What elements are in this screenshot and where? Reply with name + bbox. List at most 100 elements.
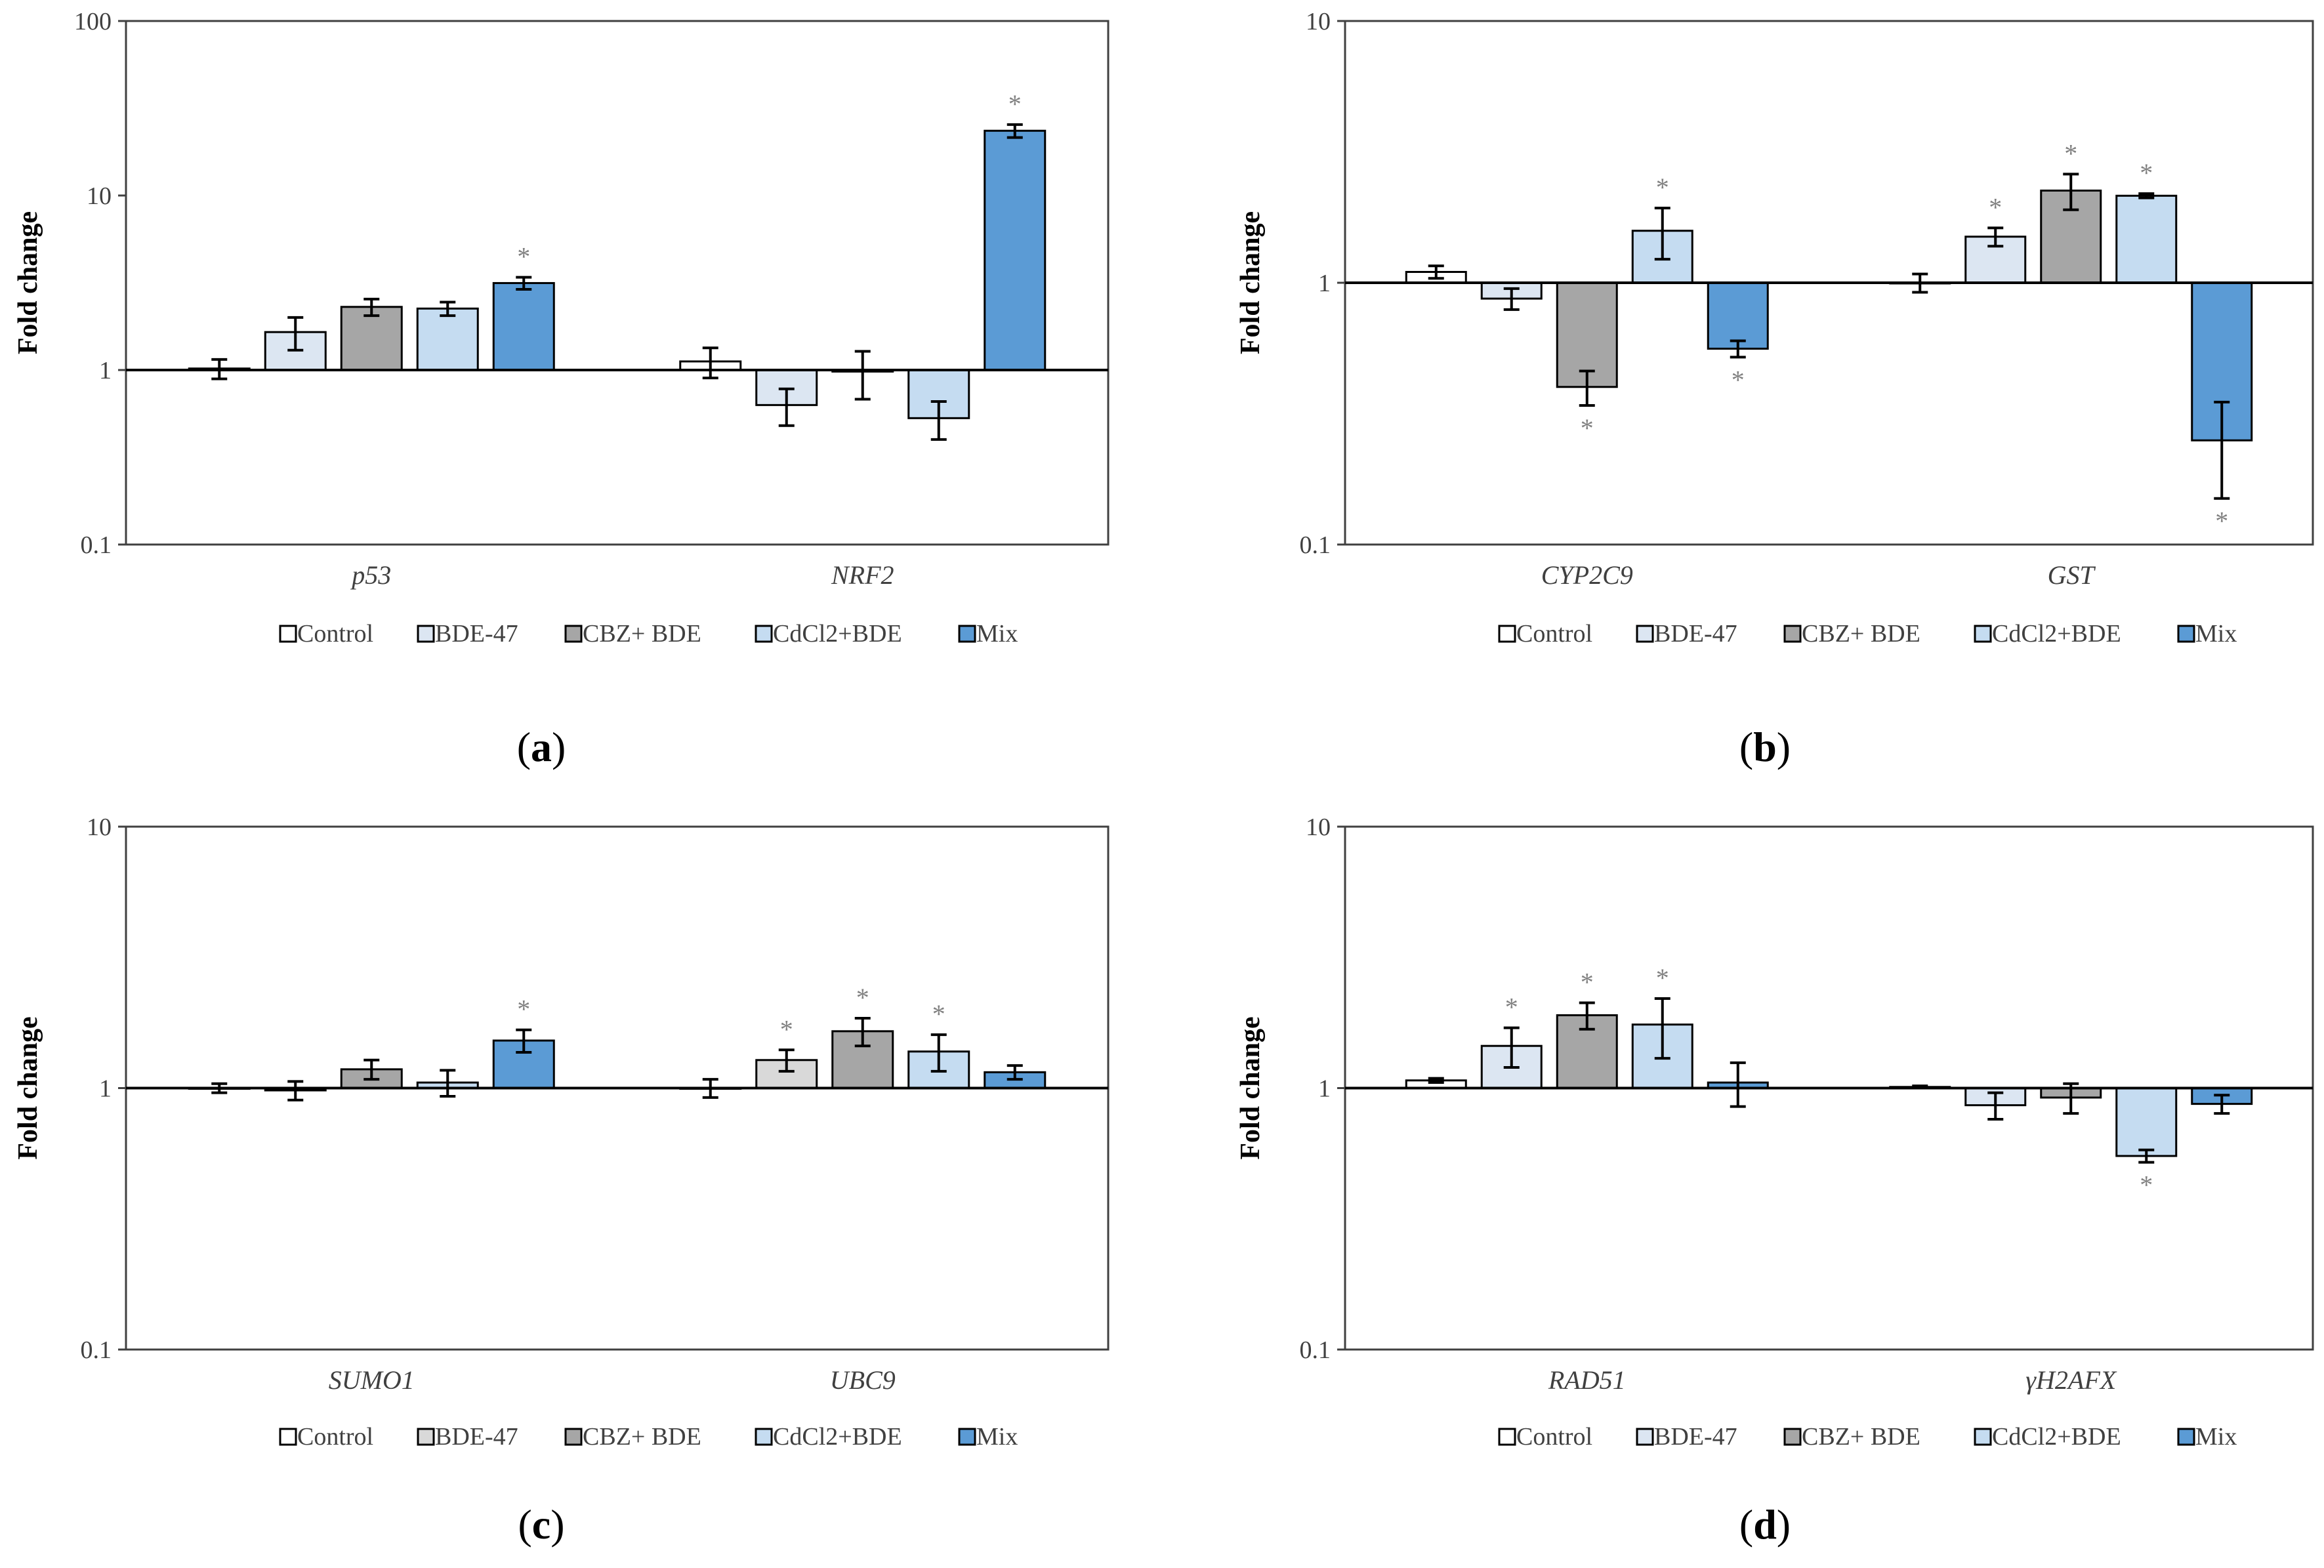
x-category-label: γH2AFX [2025,1365,2117,1395]
legend: Control BDE-47 CBZ+ BDE CdCl2+BDE Mix [279,1423,1018,1451]
significance-star: * [2140,158,2153,188]
bar-d-1-3 [2115,1087,2178,1157]
legend-swatch [564,625,583,643]
legend-label: Control [297,1423,373,1451]
legend-swatch [279,625,297,643]
legend-label: BDE-47 [435,620,518,648]
legend-label: Control [297,620,373,648]
significance-star: * [1581,967,1594,997]
legend-label: Control [1516,620,1592,648]
significance-star: * [2215,506,2228,536]
legend-label: CBZ+ BDE [1802,1423,1920,1451]
chart-panel-b: 0.1 1 10 Fold change * * * CYP2C9 * * * * GST Control… [1235,8,2314,770]
legend-swatch [1636,625,1654,643]
bar-a-0-3 [416,307,479,371]
x-category-label: RAD51 [1548,1365,1626,1395]
significance-star: * [517,242,530,272]
chart-panel-a: 0.1 1 10 100 Fold change * p53 * NRF2 Control BDE-… [13,8,1110,770]
y-tick-label: 1 [1318,270,1331,297]
legend-label: CdCl2+BDE [773,620,902,648]
legend-swatch [2177,1428,2195,1446]
legend-label: Mix [2195,1423,2237,1451]
y-tick-label: 10 [87,814,112,841]
significance-star: * [780,1014,793,1044]
significance-star: * [1008,89,1022,119]
legend-swatch [755,625,773,643]
bar-a-1-4 [984,129,1047,371]
legend-swatch [1636,1428,1654,1446]
legend-label: Control [1516,1423,1592,1451]
legend-swatch [564,1428,583,1446]
significance-star: * [2140,1170,2153,1200]
legend-swatch [417,1428,435,1446]
legend-label: CBZ+ BDE [583,1423,701,1451]
chart-panel-c: 0.1 1 10 Fold change * SUMO1 * * * UBC9 Control BDE… [13,814,1110,1548]
y-tick-label: 0.1 [1300,1336,1331,1364]
panel-caption: (d) [1739,1501,1791,1548]
significance-star: * [1581,413,1594,443]
x-category-label: CYP2C9 [1541,560,1633,590]
legend-swatch [279,1428,297,1446]
panel-caption: (c) [518,1501,564,1548]
bar-b-0-2 [1556,281,1618,388]
legend-swatch [755,1428,773,1446]
legend-swatch [1783,625,1802,643]
y-axis-label: Fold change [1235,211,1266,354]
significance-star: * [1505,993,1518,1022]
bar-a-0-4 [492,281,555,371]
panel-caption: (b) [1739,724,1791,770]
bar-c-1-1 [755,1059,818,1090]
panel-caption: (a) [517,724,566,770]
y-tick-label: 0.1 [1300,531,1331,559]
legend-swatch [958,1428,976,1446]
chart-panel-d: 0.1 1 10 Fold change * * * RAD51 * γH2AFX Control B… [1235,814,2314,1548]
x-category-label: p53 [350,560,391,590]
bar-b-0-4 [1707,281,1769,350]
y-tick-label: 10 [1306,814,1331,841]
significance-star: * [1989,192,2002,222]
y-tick-label: 100 [74,8,112,35]
legend-swatch [958,625,976,643]
y-tick-label: 1 [99,1075,112,1103]
x-category-label: SUMO1 [329,1365,415,1395]
legend-label: BDE-47 [1654,1423,1737,1451]
legend: Control BDE-47 CBZ+ BDE CdCl2+BDE Mix [1498,620,2237,648]
legend-label: BDE-47 [1654,620,1737,648]
significance-star: * [1732,365,1745,394]
y-tick-label: 1 [99,357,112,384]
significance-star: * [517,995,530,1024]
legend: Control BDE-47 CBZ+ BDE CdCl2+BDE Mix [1498,1423,2237,1451]
legend-label: CdCl2+BDE [1992,1423,2121,1451]
significance-star: * [1656,173,1669,202]
legend-swatch [1974,1428,1992,1446]
legend-swatch [417,625,435,643]
legend-label: BDE-47 [435,1423,518,1451]
legend-label: Mix [2195,620,2237,648]
legend-swatch [1783,1428,1802,1446]
y-tick-label: 0.1 [81,531,112,559]
legend-swatch [1498,625,1516,643]
legend-swatch [2177,625,2195,643]
y-tick-label: 0.1 [81,1336,112,1364]
y-tick-label: 10 [87,182,112,210]
y-tick-label: 1 [1318,1075,1331,1103]
y-axis-label: Fold change [1235,1016,1266,1159]
significance-star: * [856,983,869,1012]
significance-star: * [1656,963,1669,993]
significance-star: * [2064,138,2077,168]
legend-label: CdCl2+BDE [1992,620,2121,648]
legend-label: CdCl2+BDE [773,1423,902,1451]
significance-star: * [932,999,945,1029]
legend-swatch [1498,1428,1516,1446]
legend-label: CBZ+ BDE [1802,620,1920,648]
x-category-label: GST [2048,560,2096,590]
bar-b-1-3 [2115,194,2178,284]
legend-swatch [1974,625,1992,643]
x-category-label: UBC9 [830,1365,896,1395]
y-axis-label: Fold change [13,1016,43,1159]
y-tick-label: 10 [1306,8,1331,35]
legend-label: Mix [976,620,1018,648]
plot-area-frame [125,20,1110,546]
legend-label: CBZ+ BDE [583,620,701,648]
